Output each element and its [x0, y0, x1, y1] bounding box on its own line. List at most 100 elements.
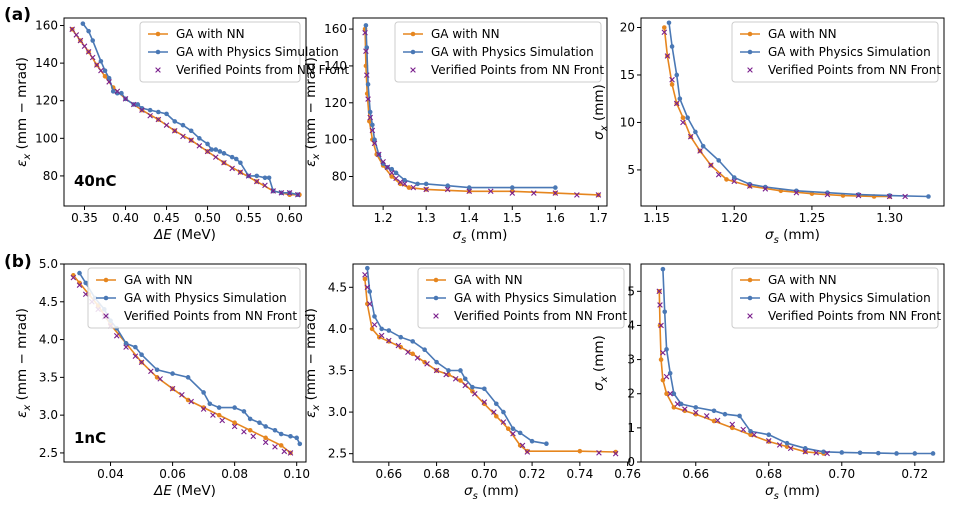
data-point-ga-with-physics-simulation	[926, 194, 931, 199]
data-point-ga-with-physics-simulation	[180, 122, 186, 128]
data-point-ga-with-nn	[406, 185, 412, 190]
data-point-verified-points-from-nn-front	[196, 143, 203, 149]
legend-label-ga-with-physics-simulation: GA with Physics Simulation	[124, 291, 287, 305]
data-point-verified-points-from-nn-front	[286, 190, 293, 196]
legend-marker-verified-points-from-nn-front	[103, 313, 109, 319]
data-point-ga-with-nn	[247, 427, 253, 433]
data-point-ga-with-physics-simulation	[693, 129, 698, 135]
data-point-ga-with-physics-simulation	[887, 193, 892, 198]
data-point-verified-points-from-nn-front	[367, 114, 374, 121]
chart-6: 0.66 0.68 0.70 0.72 0 1 2 3 4 5 σs (mm) σx (mm) GA w…	[591, 263, 945, 502]
data-point-verified-points-from-nn-front	[452, 376, 459, 382]
data-point-ga-with-physics-simulation	[517, 430, 523, 436]
data-point-verified-points-from-nn-front	[171, 128, 178, 134]
data-point-ga-with-physics-simulation	[197, 136, 202, 141]
data-point-verified-points-from-nn-front	[401, 181, 408, 187]
x-axis-label: σs (mm)	[765, 483, 820, 502]
data-point-verified-points-from-nn-front	[462, 382, 469, 389]
data-point-verified-points-from-nn-front	[371, 321, 378, 328]
data-point-verified-points-from-nn-front	[204, 148, 211, 155]
data-point-verified-points-from-nn-front	[85, 49, 92, 55]
data-point-verified-points-from-nn-front	[751, 431, 757, 438]
data-point-ga-with-physics-simulation	[553, 185, 558, 190]
y-tick-label: 3	[627, 353, 635, 367]
data-point-verified-points-from-nn-front	[180, 133, 186, 140]
series-line-ga-with-physics-simulation	[668, 22, 929, 198]
data-point-ga-with-physics-simulation	[102, 68, 108, 73]
data-point-verified-points-from-nn-front	[574, 192, 580, 198]
data-point-verified-points-from-nn-front	[163, 122, 170, 128]
data-point-verified-points-from-nn-front	[155, 116, 162, 123]
data-point-ga-with-physics-simulation	[229, 154, 235, 160]
data-point-verified-points-from-nn-front	[81, 43, 88, 49]
data-point-ga-with-physics-simulation	[544, 441, 549, 446]
data-point-ga-with-physics-simulation	[470, 384, 475, 390]
y-axis-label: εx (mm − mrad)	[303, 308, 322, 418]
data-point-ga-with-physics-simulation	[156, 109, 161, 115]
data-point-ga-with-physics-simulation	[529, 438, 535, 444]
data-point-ga-with-physics-simulation	[402, 177, 407, 183]
data-point-ga-with-nn	[232, 420, 237, 426]
data-point-ga-with-physics-simulation	[363, 23, 369, 28]
data-point-ga-with-physics-simulation	[262, 175, 268, 181]
data-point-verified-points-from-nn-front	[89, 54, 96, 61]
x-tick-label: 0.70	[828, 467, 855, 481]
data-point-verified-points-from-nn-front	[122, 96, 129, 102]
legend-marker-verified-points-from-nn-front	[747, 313, 753, 319]
y-tick-label: 120	[324, 96, 347, 110]
series-group	[69, 21, 302, 198]
data-point-ga-with-physics-simulation	[389, 166, 395, 172]
data-point-ga-with-physics-simulation	[379, 326, 384, 332]
y-tick-label: 3.5	[39, 370, 58, 384]
data-point-ga-with-nn	[662, 25, 667, 30]
data-point-verified-points-from-nn-front	[740, 426, 747, 433]
data-point-ga-with-physics-simulation	[894, 451, 899, 456]
legend-marker-ga-with-nn	[103, 277, 109, 283]
data-point-verified-points-from-nn-front	[169, 385, 176, 392]
data-point-ga-with-nn	[362, 276, 368, 282]
data-point-ga-with-physics-simulation	[693, 405, 699, 410]
y-tick-label: 4.0	[39, 333, 58, 347]
data-point-verified-points-from-nn-front	[471, 390, 478, 397]
data-point-verified-points-from-nn-front	[673, 100, 680, 107]
data-point-ga-with-physics-simulation	[257, 420, 262, 426]
chart-2: 1.2 1.3 1.4 1.5 1.6 1.7 80 100 120 140 160 σs (mm) ε…	[303, 17, 608, 246]
data-point-verified-points-from-nn-front	[824, 450, 830, 457]
legend: GA with NN GA with Physics Simulation Veri…	[731, 21, 941, 83]
data-point-verified-points-from-nn-front	[663, 373, 670, 380]
data-point-ga-with-physics-simulation	[207, 401, 213, 407]
data-point-ga-with-physics-simulation	[263, 424, 268, 429]
y-tick-label: 5.0	[39, 257, 58, 271]
data-point-verified-points-from-nn-front	[369, 127, 376, 134]
x-axis-label: ΔE (MeV)	[153, 483, 216, 499]
data-point-ga-with-physics-simulation	[671, 391, 677, 397]
data-point-verified-points-from-nn-front	[245, 173, 252, 179]
y-tick-label: 3.0	[328, 405, 347, 419]
data-point-ga-with-physics-simulation	[821, 449, 826, 455]
data-point-verified-points-from-nn-front	[612, 450, 619, 457]
x-tick-label: 0.60	[276, 211, 303, 225]
data-point-ga-with-physics-simulation	[501, 409, 506, 415]
data-point-verified-points-from-nn-front	[219, 417, 226, 424]
panel-label-a: (a)	[4, 5, 31, 25]
legend-label-ga-with-nn: GA with NN	[768, 273, 837, 287]
data-point-ga-with-physics-simulation	[241, 409, 247, 414]
data-point-verified-points-from-nn-front	[855, 192, 862, 199]
data-point-verified-points-from-nn-front	[481, 399, 488, 405]
data-point-ga-with-physics-simulation	[98, 58, 104, 64]
data-point-ga-with-physics-simulation	[393, 170, 399, 176]
data-point-ga-with-nn	[216, 412, 222, 418]
data-point-verified-points-from-nn-front	[491, 409, 497, 415]
data-point-ga-with-physics-simulation	[711, 408, 717, 414]
data-point-ga-with-physics-simulation	[365, 265, 370, 271]
data-point-ga-with-physics-simulation	[217, 149, 223, 154]
data-point-verified-points-from-nn-front	[824, 191, 831, 198]
data-point-verified-points-from-nn-front	[680, 119, 686, 126]
data-point-ga-with-physics-simulation	[857, 450, 863, 456]
y-axis-label: σx (mm)	[591, 84, 610, 140]
legend: GA with NN GA with Physics Simulation Veri…	[417, 267, 627, 329]
legend-label-verified-points-from-nn-front: Verified Points from NN Front	[454, 309, 627, 323]
data-point-ga-with-physics-simulation	[930, 451, 936, 456]
data-point-ga-with-nn	[410, 351, 415, 357]
data-point-ga-with-physics-simulation	[509, 185, 515, 190]
